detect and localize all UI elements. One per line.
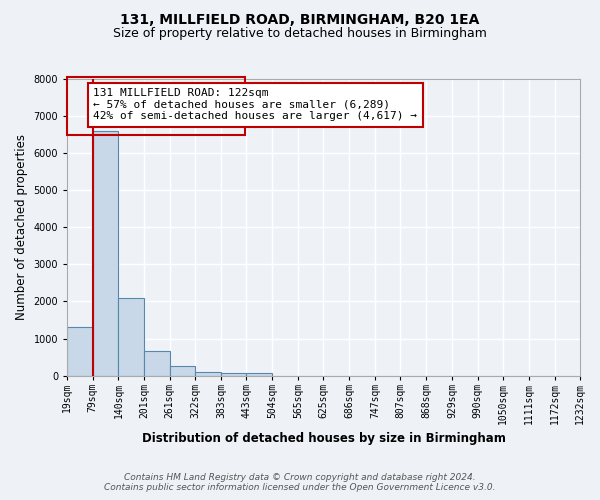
Bar: [144, 352, 170, 376]
Bar: [92, 131, 118, 376]
Text: 131 MILLFIELD ROAD: 122sqm
← 57% of detached houses are smaller (6,289)
42% of s: 131 MILLFIELD ROAD: 122sqm ← 57% of deta…: [94, 88, 418, 122]
Text: Size of property relative to detached houses in Birmingham: Size of property relative to detached ho…: [113, 28, 487, 40]
Text: Contains HM Land Registry data © Crown copyright and database right 2024.
Contai: Contains HM Land Registry data © Crown c…: [104, 473, 496, 492]
Text: 131, MILLFIELD ROAD, BIRMINGHAM, B20 1EA: 131, MILLFIELD ROAD, BIRMINGHAM, B20 1EA: [121, 12, 479, 26]
Bar: [170, 366, 196, 376]
Bar: [196, 372, 221, 376]
Bar: [67, 77, 245, 134]
Bar: [247, 373, 272, 376]
Bar: [118, 298, 144, 376]
Bar: [221, 373, 247, 376]
Bar: [67, 328, 92, 376]
X-axis label: Distribution of detached houses by size in Birmingham: Distribution of detached houses by size …: [142, 432, 506, 445]
Y-axis label: Number of detached properties: Number of detached properties: [15, 134, 28, 320]
